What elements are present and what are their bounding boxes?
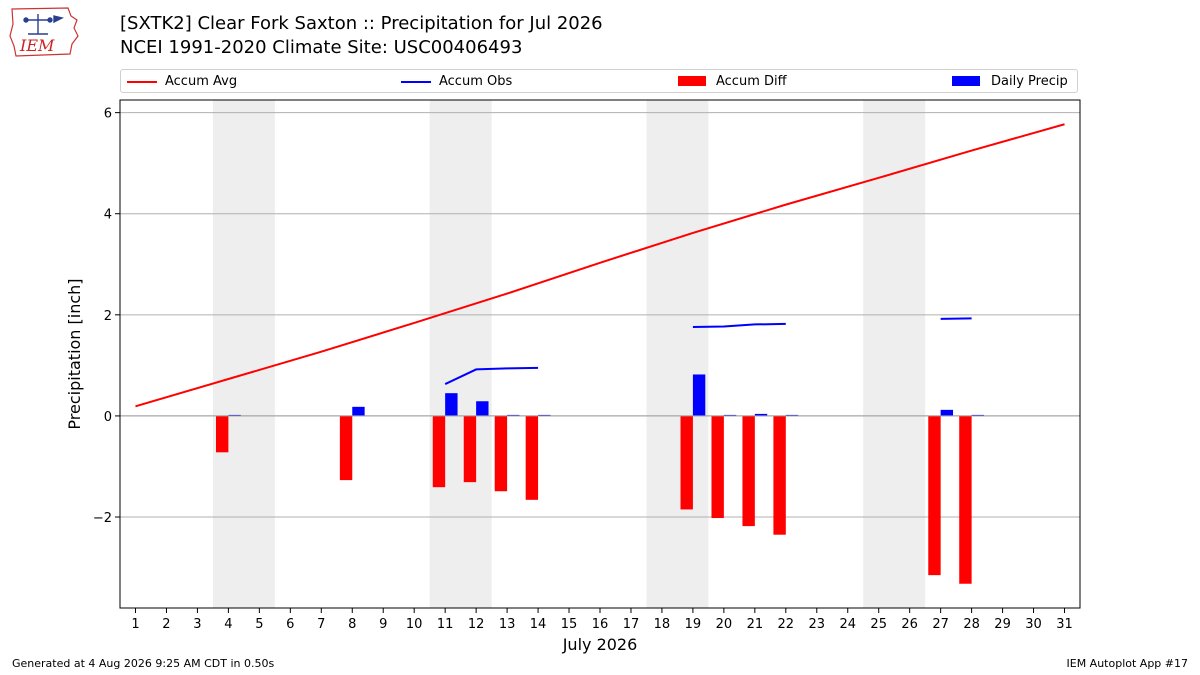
x-tick-label-22: 23: [809, 617, 826, 632]
x-tick-label-20: 21: [747, 617, 764, 632]
legend-swatch-accum-obs: [401, 81, 431, 83]
x-tick-label-30: 31: [1056, 617, 1073, 632]
daily-precip-bar-day-22: [785, 414, 799, 416]
weekend-shade-1: [429, 100, 492, 608]
x-tick-label-27: 28: [963, 617, 980, 632]
x-tick-label-6: 7: [317, 617, 325, 632]
y-tick-label-0: −2: [93, 511, 112, 526]
accum-diff-bar-day-28: [959, 415, 972, 584]
x-tick-label-8: 9: [379, 617, 387, 632]
accum-avg-line: [135, 123, 1065, 408]
daily-precip-bar-day-27: [940, 409, 954, 416]
y-tick-label-1: 0: [104, 410, 112, 425]
x-tick-label-0: 1: [131, 617, 139, 632]
accum-obs-line-2: [444, 366, 539, 385]
x-tick-label-25: 26: [901, 617, 918, 632]
x-tick-label-10: 11: [437, 617, 454, 632]
accum-diff-bar-day-13: [494, 415, 508, 492]
daily-precip-bar-day-21: [754, 413, 768, 416]
plot-frame: [119, 99, 1081, 609]
x-tick-label-14: 15: [561, 617, 578, 632]
x-tick-label-17: 18: [654, 617, 671, 632]
chart-title: [SXTK2] Clear Fork Saxton :: Precipitati…: [120, 13, 603, 34]
daily-precip-bar-day-19: [692, 374, 706, 416]
x-tick-label-23: 24: [839, 617, 856, 632]
daily-precip-bar-day-11: [445, 393, 458, 416]
accum-diff-bar-day-19: [680, 415, 693, 510]
legend-label-accum-obs: Accum Obs: [439, 74, 513, 89]
x-tick-label-12: 13: [499, 617, 516, 632]
x-tick-label-19: 20: [716, 617, 733, 632]
y-tick-label-3: 4: [104, 208, 112, 223]
x-tick-label-18: 19: [685, 617, 702, 632]
y-tick-label-4: 6: [104, 107, 112, 122]
x-tick-label-26: 27: [932, 617, 949, 632]
footer-app: IEM Autoplot App #17: [1066, 657, 1189, 670]
legend-swatch-accum-avg: [127, 81, 157, 83]
x-tick-label-24: 25: [870, 617, 887, 632]
accum-diff-bar-day-8: [339, 415, 353, 481]
x-tick-label-15: 16: [592, 617, 609, 632]
accum-diff-bar-day-12: [463, 415, 477, 483]
accum-obs-line-3: [692, 322, 786, 328]
daily-precip-bar-day-13: [507, 414, 520, 416]
y-tick-label-2: 2: [104, 309, 112, 324]
x-tick-label-13: 14: [530, 617, 547, 632]
accum-obs-line-4: [940, 317, 972, 320]
x-tick-label-29: 30: [1025, 617, 1042, 632]
accum-diff-bar-day-20: [711, 415, 724, 519]
weekend-shade-2: [646, 100, 709, 608]
weather-station-icon: [23, 14, 65, 35]
weekend-shade-3: [863, 100, 926, 608]
legend-label-daily-precip: Daily Precip: [991, 74, 1068, 89]
daily-precip-bar-day-14: [538, 414, 551, 416]
x-tick-label-9: 10: [406, 617, 423, 632]
footer-generated: Generated at 4 Aug 2026 9:25 AM CDT in 0…: [12, 657, 275, 670]
accum-diff-bar-day-4: [216, 415, 229, 453]
y-axis-label: Precipitation [inch]: [65, 278, 84, 429]
iem-logo: IEM: [9, 7, 79, 57]
accum-diff-bar-day-21: [742, 415, 755, 527]
x-tick-label-1: 2: [162, 617, 170, 632]
daily-precip-bar-day-12: [476, 401, 489, 416]
accum-diff-bar-day-27: [928, 415, 941, 576]
accum-diff-bar-day-11: [432, 415, 446, 488]
x-tick-label-21: 22: [778, 617, 795, 632]
x-tick-label-11: 12: [468, 617, 485, 632]
logo-text: IEM: [19, 36, 55, 55]
x-tick-label-5: 6: [286, 617, 294, 632]
x-tick-label-2: 3: [193, 617, 201, 632]
daily-precip-bar-day-28: [971, 414, 984, 416]
x-tick-label-3: 4: [224, 617, 232, 632]
x-tick-label-16: 17: [623, 617, 640, 632]
x-axis-label: July 2026: [562, 635, 638, 654]
x-tick-label-7: 8: [348, 617, 356, 632]
legend-label-accum-avg: Accum Avg: [165, 74, 238, 89]
legend: Accum Avg Accum Obs Accum Diff Daily Pre…: [120, 69, 1078, 93]
legend-swatch-accum-diff: [678, 76, 706, 86]
x-tick-label-28: 29: [994, 617, 1011, 632]
chart-subtitle: NCEI 1991-2020 Climate Site: USC00406493: [120, 37, 523, 58]
accum-diff-bar-day-22: [773, 415, 786, 535]
weekend-shade-0: [212, 100, 275, 608]
legend-label-accum-diff: Accum Diff: [716, 74, 787, 89]
daily-precip-bar-day-4: [228, 414, 241, 416]
legend-swatch-daily-precip: [952, 76, 980, 86]
daily-precip-bar-day-8: [352, 406, 365, 416]
x-tick-label-4: 5: [255, 617, 263, 632]
accum-diff-bar-day-14: [525, 415, 539, 500]
